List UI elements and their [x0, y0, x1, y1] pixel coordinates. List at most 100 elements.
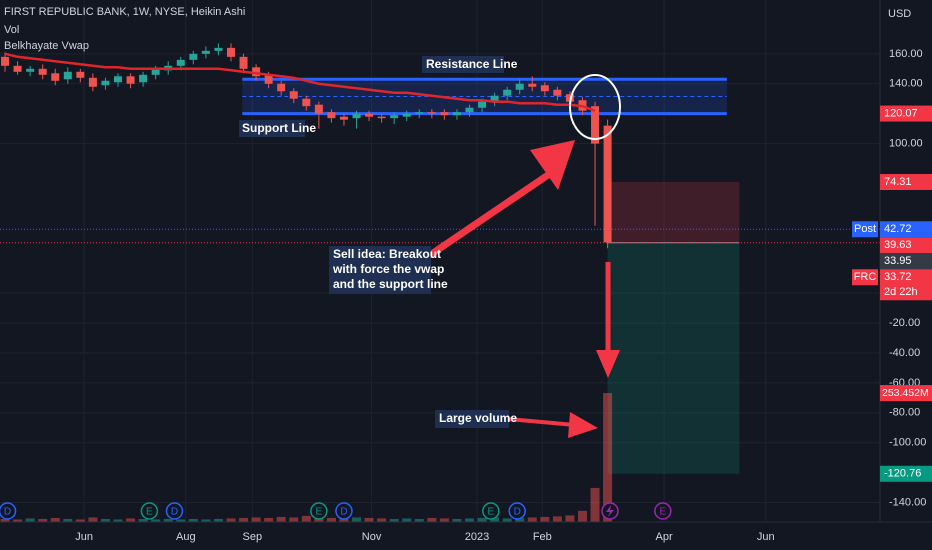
tag-name: Post [854, 223, 876, 235]
volume-bar [38, 518, 48, 522]
candle-body [603, 125, 612, 243]
chart-title: FIRST REPUBLIC BANK, 1W, NYSE, Heikin As… [4, 6, 245, 18]
candle-body [139, 74, 148, 83]
legend-item: Vol [4, 24, 19, 36]
volume-bar [63, 518, 73, 522]
annotation: and the support line [333, 277, 448, 291]
volume-bar [377, 518, 387, 522]
candle-body [327, 112, 336, 119]
volume-bar [590, 487, 600, 522]
y-tick-label: 160.00 [889, 48, 923, 60]
candle-body [252, 67, 261, 77]
candle-body [289, 91, 298, 99]
candle-body [151, 68, 160, 75]
volume-bar [603, 393, 613, 522]
candle-body [277, 83, 286, 92]
volume-bar [452, 518, 462, 522]
legend-item: Belkhayate Vwap [4, 40, 89, 52]
stop-zone [607, 182, 740, 243]
price-tag-label: 120.07 [884, 107, 918, 119]
tag-sub: 2d 22h [884, 286, 918, 298]
volume-bar [565, 515, 575, 522]
y-tick-label: 140.00 [889, 78, 923, 90]
annotation: Sell idea: Breakout [333, 247, 441, 261]
candle-body [377, 116, 386, 119]
x-tick-label: Jun [757, 531, 775, 543]
volume-bar [552, 516, 562, 522]
volume-bar [527, 517, 537, 522]
candle-body [51, 73, 60, 81]
volume-bar [138, 518, 148, 522]
volume-bar [113, 519, 123, 522]
event-icon [335, 502, 353, 520]
candle-body [176, 59, 185, 66]
x-tick-label: Sep [243, 531, 263, 543]
candle-body [214, 47, 223, 51]
volume-bar [213, 518, 223, 522]
volume-tag-label: 253.452M [882, 387, 929, 399]
volume-bar [339, 518, 349, 522]
arrow-head [596, 350, 620, 378]
volume-bar [163, 518, 173, 522]
volume-bar [502, 518, 512, 522]
candle-body [553, 89, 562, 96]
y-tick-label: -140.00 [889, 496, 926, 508]
arrow [507, 417, 576, 427]
x-tick-label: Apr [656, 531, 673, 543]
volume-bar [402, 518, 412, 522]
volume-bar [439, 518, 449, 522]
event-icon [165, 502, 184, 520]
volume-bar [13, 519, 23, 522]
candle-body [302, 98, 311, 107]
price-tag [880, 253, 932, 270]
label-box [329, 246, 431, 294]
event-icon [654, 502, 672, 520]
candle-body [591, 106, 600, 144]
volume-bar [239, 517, 249, 522]
candle-body [101, 80, 110, 86]
volume-bar [75, 519, 85, 522]
volume-bar [151, 519, 161, 522]
candle-body [201, 50, 210, 54]
event-icon [508, 502, 526, 520]
candle-body [63, 71, 72, 80]
vwap-line [4, 52, 596, 112]
volume-tag [880, 385, 932, 402]
volume-bar [414, 518, 424, 522]
volume-bar [50, 517, 60, 522]
candle-body [88, 77, 97, 87]
annotation: Support Line [242, 121, 316, 135]
candle-body [38, 68, 47, 75]
price-tag [880, 237, 932, 254]
label-box [435, 410, 509, 428]
volume-bar [389, 518, 399, 522]
arrow [428, 172, 550, 258]
price-tag-label: 39.63 [884, 239, 912, 251]
volume-bar [264, 517, 274, 522]
event-label: E [659, 507, 666, 518]
volume-bar [490, 517, 500, 522]
candle-body [503, 89, 512, 96]
event-icon [310, 502, 328, 520]
candle-body [239, 56, 248, 69]
volume-bar [465, 518, 475, 522]
volume-bar [0, 518, 10, 522]
label-box [422, 56, 504, 73]
x-tick-label: Nov [362, 531, 382, 543]
volume-bar [364, 517, 374, 522]
event-label: D [514, 507, 521, 518]
volume-bar [352, 517, 362, 522]
y-tick-label: -20.00 [889, 317, 920, 329]
x-tick-label: Aug [176, 531, 196, 543]
volume-bar [100, 518, 110, 522]
candle-body [114, 76, 123, 83]
candle-body [226, 47, 235, 57]
candle-body [365, 113, 374, 117]
annotation: Large volume [439, 411, 517, 425]
highlight-circle [569, 74, 621, 140]
volume-bar [126, 518, 136, 522]
price-tag-label: 33.72 [884, 271, 912, 283]
currency-label: USD [888, 8, 911, 20]
annotations: Resistance Line Support Line Sell idea: … [239, 56, 518, 428]
